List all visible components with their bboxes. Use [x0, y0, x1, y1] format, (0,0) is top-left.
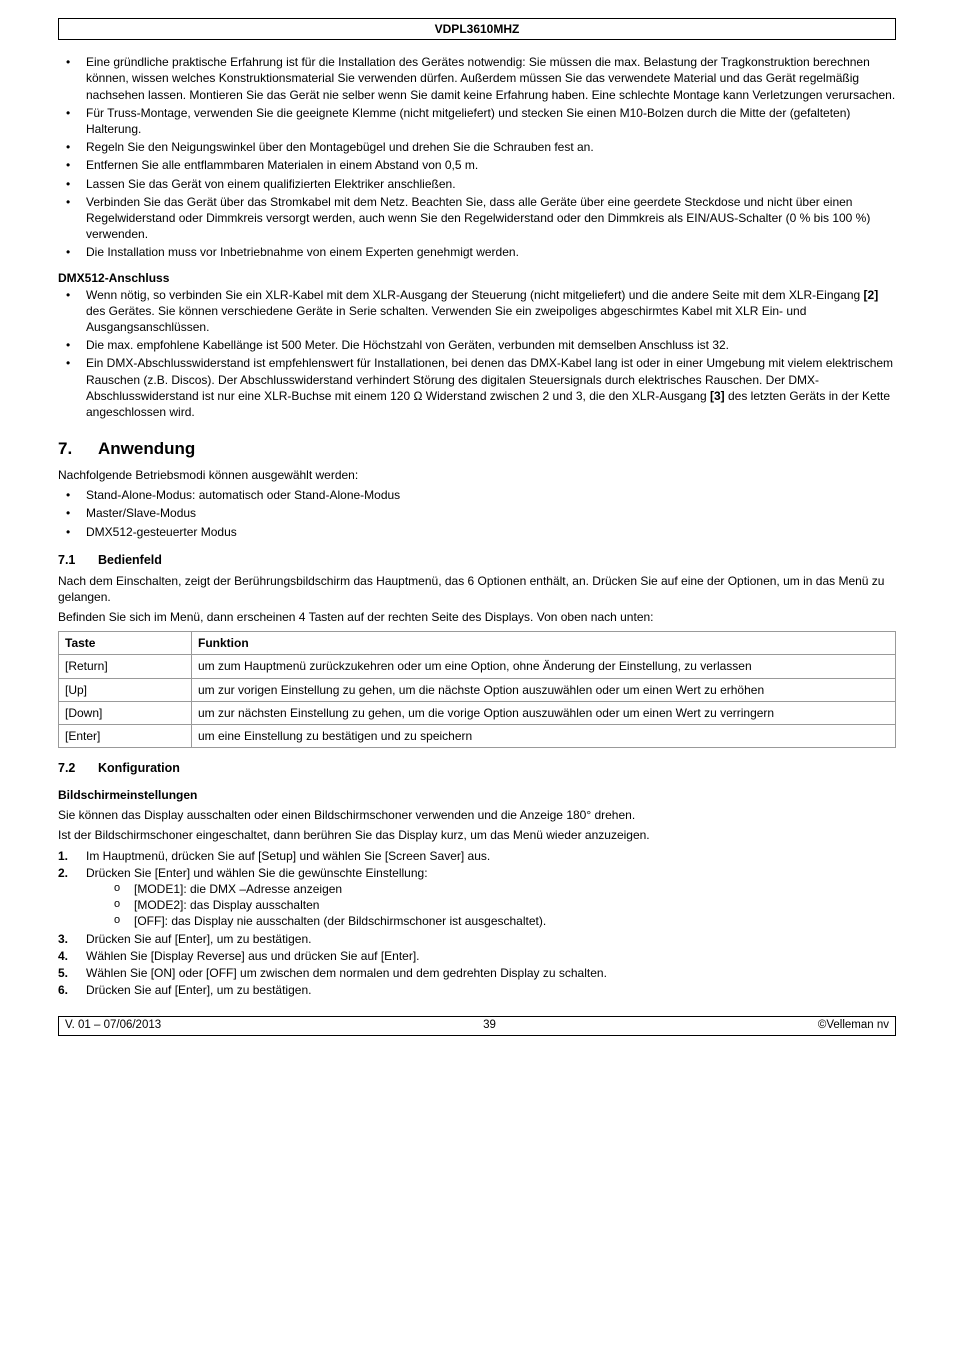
list-item: Stand-Alone-Modus: automatisch oder Stan… — [58, 487, 896, 503]
list-item: Die max. empfohlene Kabellänge ist 500 M… — [58, 337, 896, 353]
numbered-steps-list: 1. Im Hauptmenü, drücken Sie auf [Setup] … — [58, 848, 896, 999]
list-item: Entfernen Sie alle entflammbaren Materia… — [58, 157, 896, 173]
table-row: [Return] um zum Hauptmenü zurückzukehren… — [59, 655, 896, 678]
list-item: Eine gründliche praktische Erfahrung ist… — [58, 54, 896, 103]
list-item: Wenn nötig, so verbinden Sie ein XLR-Kab… — [58, 287, 896, 336]
paragraph: Nach dem Einschalten, zeigt der Berührun… — [58, 573, 896, 605]
substep-item: [OFF]: das Display nie ausschalten (der … — [86, 913, 896, 929]
table-cell-value: um zum Hauptmenü zurückzukehren oder um … — [192, 655, 896, 678]
table-row: [Enter] um eine Einstellung zu bestätige… — [59, 725, 896, 748]
table-cell-value: um eine Einstellung zu bestätigen und zu… — [192, 725, 896, 748]
paragraph: Sie können das Display ausschalten oder … — [58, 807, 896, 823]
page-header-title: VDPL3610MHZ — [58, 18, 896, 40]
step-item: 5. Wählen Sie [ON] oder [OFF] um zwischen… — [58, 965, 896, 981]
list-item: Die Installation muss vor Inbetriebnahme… — [58, 244, 896, 260]
dmx-bullet-list: Wenn nötig, so verbinden Sie ein XLR-Kab… — [58, 287, 896, 421]
document-page: VDPL3610MHZ Eine gründliche praktische E… — [0, 0, 954, 1350]
step-item: 4. Wählen Sie [Display Reverse] aus und d… — [58, 948, 896, 964]
page-footer: V. 01 – 07/06/2013 39 ©Velleman nv — [58, 1016, 896, 1036]
step-item: 3. Drücken Sie auf [Enter], um zu bestäti… — [58, 931, 896, 947]
section-heading-7: 7.Anwendung — [58, 438, 896, 461]
ref-marker: [3] — [710, 389, 725, 403]
dmx-heading: DMX512-Anschluss — [58, 270, 896, 286]
section-number: 7. — [58, 438, 98, 461]
step-number: 3. — [58, 931, 82, 947]
table-cell-value: um zur nächsten Einstellung zu gehen, um… — [192, 701, 896, 724]
substeps-list: [MODE1]: die DMX –Adresse anzeigen [MODE… — [86, 881, 896, 930]
table-cell-key: [Return] — [59, 655, 192, 678]
step-number: 5. — [58, 965, 82, 981]
step-item: 2. Drücken Sie [Enter] und wählen Sie die… — [58, 865, 896, 930]
table-row: [Down] um zur nächsten Einstellung zu ge… — [59, 701, 896, 724]
step-number: 6. — [58, 982, 82, 998]
list-item: Lassen Sie das Gerät von einem qualifizi… — [58, 176, 896, 192]
step-text: Wählen Sie [Display Reverse] aus und drü… — [86, 949, 420, 963]
subsection-title: Konfiguration — [98, 761, 180, 775]
list-item: Verbinden Sie das Gerät über das Stromka… — [58, 194, 896, 243]
subsection-number: 7.2 — [58, 760, 98, 777]
subsection-title: Bedienfeld — [98, 553, 162, 567]
step-text: Wählen Sie [ON] oder [OFF] um zwischen d… — [86, 966, 607, 980]
table-cell-key: [Enter] — [59, 725, 192, 748]
footer-copyright: ©Velleman nv — [818, 1018, 889, 1034]
table-cell-key: [Down] — [59, 701, 192, 724]
step-item: 6. Drücken Sie auf [Enter], um zu bestäti… — [58, 982, 896, 998]
list-item: Ein DMX-Abschlusswiderstand ist empfehle… — [58, 355, 896, 420]
screen-settings-heading: Bildschirmeinstellungen — [58, 787, 896, 803]
list-item: Master/Slave-Modus — [58, 505, 896, 521]
substep-item: [MODE1]: die DMX –Adresse anzeigen — [86, 881, 896, 897]
list-item: Regeln Sie den Neigungswinkel über den M… — [58, 139, 896, 155]
section-title: Anwendung — [98, 439, 195, 458]
paragraph: Befinden Sie sich im Menü, dann erschein… — [58, 609, 896, 625]
subsection-heading-7-1: 7.1Bedienfeld — [58, 552, 896, 569]
table-header-cell: Taste — [59, 632, 192, 655]
footer-page-number: 39 — [483, 1018, 496, 1034]
paragraph: Ist der Bildschirmschoner eingeschaltet,… — [58, 827, 896, 843]
step-text: Im Hauptmenü, drücken Sie auf [Setup] un… — [86, 849, 490, 863]
section-7-intro: Nachfolgende Betriebsmodi können ausgewä… — [58, 467, 896, 483]
table-cell-key: [Up] — [59, 678, 192, 701]
step-number: 2. — [58, 865, 82, 881]
substep-item: [MODE2]: das Display ausschalten — [86, 897, 896, 913]
table-row: [Up] um zur vorigen Einstellung zu gehen… — [59, 678, 896, 701]
table-header-cell: Funktion — [192, 632, 896, 655]
list-item: DMX512-gesteuerter Modus — [58, 524, 896, 540]
subsection-number: 7.1 — [58, 552, 98, 569]
step-item: 1. Im Hauptmenü, drücken Sie auf [Setup] … — [58, 848, 896, 864]
modes-list: Stand-Alone-Modus: automatisch oder Stan… — [58, 487, 896, 540]
subsection-heading-7-2: 7.2Konfiguration — [58, 760, 896, 777]
install-bullet-list: Eine gründliche praktische Erfahrung ist… — [58, 54, 896, 260]
function-table: Taste Funktion [Return] um zum Hauptmenü… — [58, 631, 896, 748]
text: Wenn nötig, so verbinden Sie ein XLR-Kab… — [86, 288, 864, 302]
list-item: Für Truss-Montage, verwenden Sie die gee… — [58, 105, 896, 137]
ref-marker: [2] — [864, 288, 879, 302]
step-number: 4. — [58, 948, 82, 964]
table-header-row: Taste Funktion — [59, 632, 896, 655]
table-cell-value: um zur vorigen Einstellung zu gehen, um … — [192, 678, 896, 701]
step-number: 1. — [58, 848, 82, 864]
step-text: Drücken Sie auf [Enter], um zu bestätige… — [86, 932, 311, 946]
text: des Gerätes. Sie können verschiedene Ger… — [86, 304, 806, 334]
footer-version-date: V. 01 – 07/06/2013 — [65, 1018, 161, 1034]
step-text: Drücken Sie [Enter] und wählen Sie die g… — [86, 866, 428, 880]
step-text: Drücken Sie auf [Enter], um zu bestätige… — [86, 983, 311, 997]
